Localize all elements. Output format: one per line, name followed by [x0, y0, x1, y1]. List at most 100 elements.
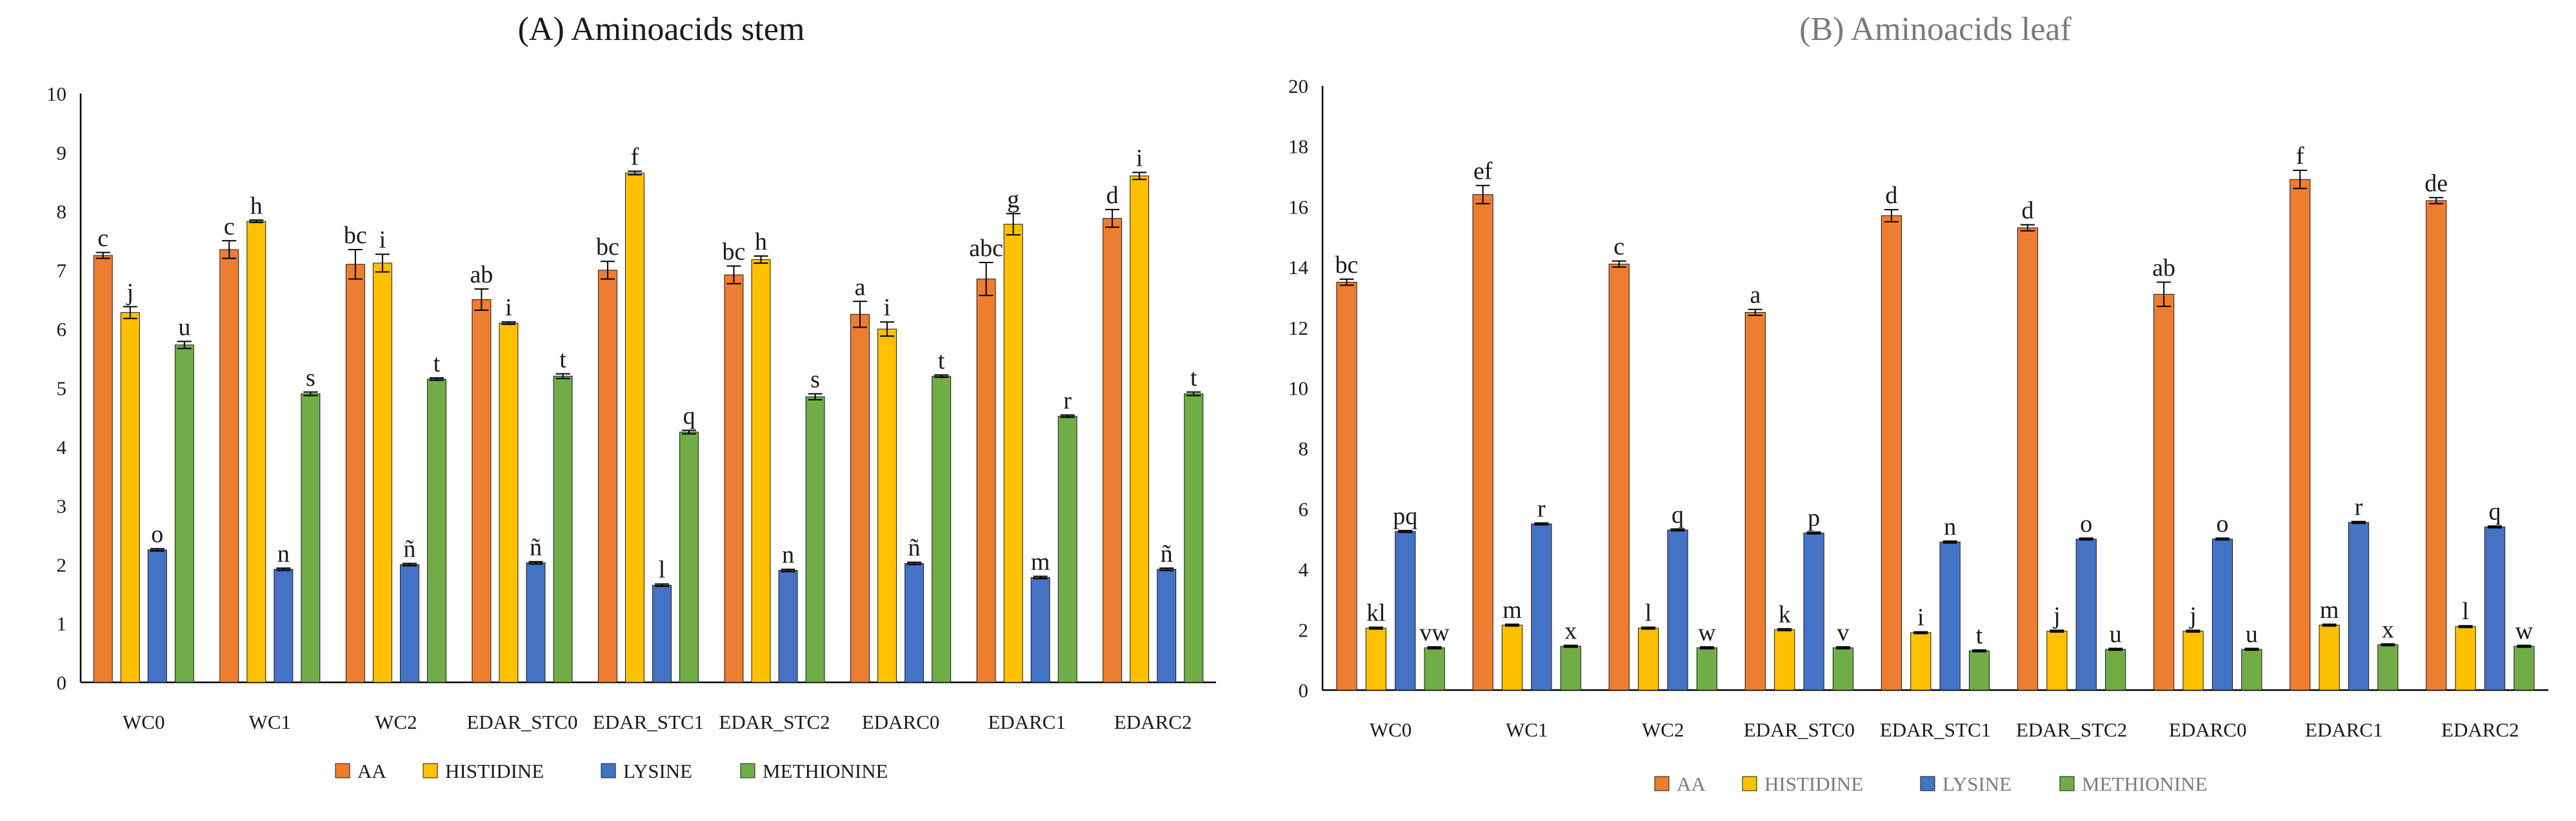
bar	[174, 344, 194, 683]
significance-label: j	[2052, 602, 2061, 629]
bar	[1667, 529, 1688, 691]
legend-label: LYSINE	[1942, 773, 2012, 795]
y-tick-label: 0	[1299, 679, 1309, 702]
x-tick-label: EDAR_STC1	[1880, 718, 1991, 741]
significance-label: i	[1917, 604, 1924, 631]
significance-label: r	[1537, 495, 1546, 522]
y-tick-label: 12	[1288, 317, 1308, 339]
significance-label: n	[782, 542, 794, 569]
x-tick-label: EDAR_STC2	[2016, 718, 2127, 741]
x-tick-label: WC2	[375, 711, 417, 733]
bar	[1939, 541, 1961, 691]
significance-label: u	[2246, 620, 2258, 648]
y-tick-label: 5	[57, 377, 67, 400]
y-tick-label: 6	[1299, 498, 1309, 520]
x-tick-label: WC2	[1642, 718, 1684, 741]
bar	[2075, 539, 2097, 691]
y-tick-label: 8	[57, 201, 67, 223]
bar	[1637, 628, 1659, 691]
y-tick-label: 8	[1299, 437, 1309, 460]
x-tick-label: EDARC1	[988, 711, 1066, 733]
bar	[1832, 647, 1854, 691]
significance-label: a	[855, 273, 866, 301]
significance-label: c	[224, 213, 235, 240]
bar	[472, 299, 492, 683]
significance-label: h	[250, 192, 263, 219]
significance-label: k	[1779, 601, 1791, 628]
bar	[499, 322, 519, 683]
bar	[1184, 393, 1204, 683]
bar	[147, 549, 167, 683]
bar	[1424, 647, 1445, 691]
significance-label: o	[2080, 510, 2092, 537]
bar	[2046, 631, 2068, 691]
bar	[1744, 312, 1766, 691]
x-tick-label: EDAR_STC0	[466, 711, 577, 733]
significance-label: l	[2462, 598, 2469, 625]
chart-aminoacids-leaf: (B) Aminoacids leaf 0 2 4 6 8 10 12 14 16 18 20 WC0…	[1288, 11, 2548, 795]
x-tick-label: WC0	[123, 711, 165, 733]
legend-swatch	[2059, 776, 2075, 791]
bar	[2153, 293, 2175, 691]
significance-label: u	[178, 313, 190, 341]
significance-label: m	[1031, 549, 1050, 576]
legend-label: AA	[357, 760, 386, 782]
significance-label: f	[631, 144, 639, 171]
significance-label: a	[1750, 282, 1761, 309]
significance-label: vw	[1419, 619, 1450, 646]
legend-swatch	[1654, 776, 1670, 791]
bar	[652, 584, 672, 683]
y-tick-label: 6	[57, 318, 67, 341]
significance-label: s	[306, 364, 315, 391]
significance-label: r	[1063, 387, 1072, 414]
bar	[1030, 577, 1050, 683]
x-tick-label: EDAR_STC0	[1744, 718, 1855, 741]
bar	[2212, 539, 2233, 691]
significance-label: ñ	[908, 535, 921, 562]
legend-swatch	[740, 763, 755, 778]
significance-label: bc	[1335, 252, 1359, 279]
y-tick-label: 16	[1288, 195, 1308, 218]
bar	[2484, 526, 2506, 691]
significance-label: bc	[723, 239, 746, 266]
y-tick-label: 14	[1288, 256, 1309, 279]
y-tick-label: 0	[57, 671, 67, 694]
significance-label: kl	[1366, 600, 1386, 627]
bar	[219, 249, 239, 683]
bar	[850, 313, 870, 683]
bar	[1103, 218, 1123, 683]
significance-label: ab	[470, 261, 493, 288]
x-tick-label: EDARC2	[1114, 711, 1192, 733]
x-tick-label: EDARC0	[2169, 718, 2247, 741]
significance-label: c	[1613, 233, 1624, 261]
legend-label: HISTIDINE	[1764, 773, 1863, 795]
significance-label: w	[2515, 618, 2533, 645]
bar	[526, 562, 546, 683]
bar	[877, 328, 897, 683]
y-tick-label: 20	[1288, 75, 1308, 97]
bar	[932, 375, 952, 683]
chart-aminoacids-stem: (A) Aminoacids stem 0 1 2 3 4 5 6 7 8 9 10 WC0 WC1 WC…	[46, 11, 1216, 782]
bar	[301, 393, 321, 683]
significance-label: i	[505, 294, 512, 321]
bar	[93, 255, 113, 683]
bar	[2426, 200, 2447, 691]
bar	[1130, 175, 1150, 683]
significance-label: h	[755, 228, 767, 255]
legend-swatch	[423, 763, 438, 778]
significance-label: s	[810, 366, 820, 393]
x-tick-label: EDARC2	[2441, 718, 2519, 741]
legend-label: METHIONINE	[763, 760, 888, 782]
significance-label: f	[2296, 143, 2304, 170]
significance-label: t	[1190, 364, 1197, 391]
bar	[1336, 282, 1357, 691]
legend-swatch	[1742, 776, 1757, 791]
bar	[1560, 646, 1581, 691]
significance-label: v	[1837, 619, 1849, 646]
significance-label: ef	[1473, 158, 1493, 185]
significance-label: p	[1808, 504, 1820, 531]
significance-label: i	[1136, 144, 1143, 172]
bar	[2377, 644, 2399, 691]
bar	[1501, 624, 1523, 691]
